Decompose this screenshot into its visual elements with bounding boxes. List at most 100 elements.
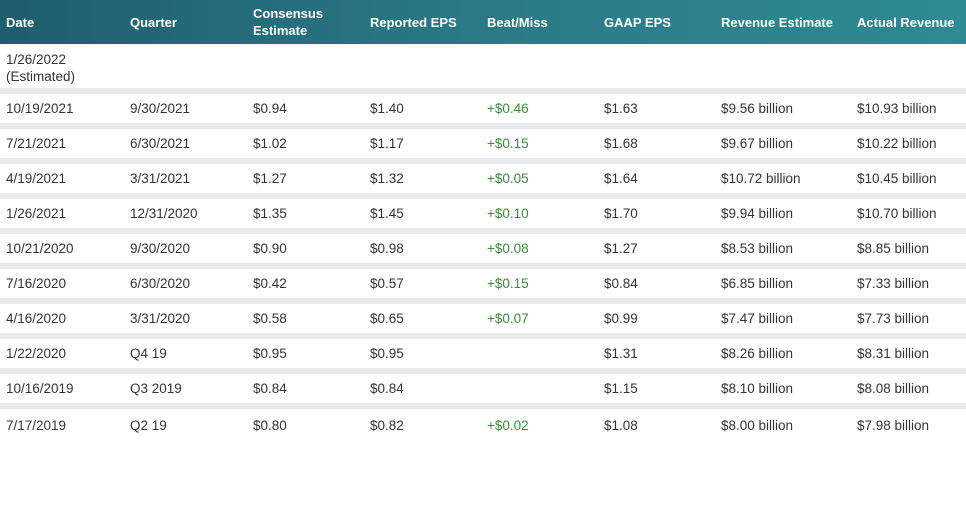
cell-consensus-estimate: $0.80 [253,418,287,433]
cell-revenue-estimate: $9.94 billion [721,206,794,221]
cell-date: 1/22/2020 [6,346,67,361]
cell-revenue-estimate: $8.10 billion [721,381,794,396]
cell-gaap-eps: $1.68 [604,136,638,151]
cell-gaap-eps: $1.64 [604,171,638,186]
empty-cell [364,44,481,91]
cell-consensus-estimate: $0.58 [253,311,287,326]
header-reported-eps[interactable]: Reported EPS [370,14,457,30]
header-actual-revenue[interactable]: Actual Revenue [857,14,955,30]
cell-quarter: 3/31/2021 [130,171,191,186]
cell-quarter: 9/30/2020 [130,241,191,256]
cell-actual-revenue: $10.22 billion [857,136,937,151]
cell-quarter: 12/31/2020 [130,206,198,221]
cell-beat-miss: +$0.46 [487,101,529,116]
estimated-note: (Estimated) [6,69,76,84]
cell-reported-eps: $0.65 [370,311,404,326]
cell-consensus-estimate: $0.84 [253,381,287,396]
cell-gaap-eps: $1.31 [604,346,638,361]
table-row: 10/21/2020 9/30/2020 $0.90 $0.98 +$0.08 $1.27… [0,231,966,266]
header-revenue-estimate[interactable]: Revenue Estimate [721,14,833,30]
estimated-date-cell: 1/26/2022 (Estimated) [0,44,124,91]
estimated-date: 1/26/2022 [6,52,67,67]
cell-date: 7/16/2020 [6,276,67,291]
cell-date: 10/19/2021 [6,101,74,116]
header-beat-miss[interactable]: Beat/Miss [487,14,548,30]
cell-date: 4/16/2020 [6,311,67,326]
empty-cell [124,44,247,91]
header-consensus-estimate[interactable]: Consensus Estimate [247,0,364,44]
table-row: 4/16/2020 3/31/2020 $0.58 $0.65 +$0.07 $0.99 $… [0,301,966,336]
cell-actual-revenue: $8.85 billion [857,241,930,256]
cell-date: 7/17/2019 [6,418,67,433]
cell-date: 7/21/2021 [6,136,67,151]
cell-quarter: 9/30/2021 [130,101,191,116]
cell-revenue-estimate: $6.85 billion [721,276,794,291]
table-row: 7/16/2020 6/30/2020 $0.42 $0.57 +$0.15 $0.84 $… [0,266,966,301]
cell-beat-miss: +$0.15 [487,276,529,291]
cell-beat-miss [481,371,598,406]
cell-date: 10/16/2019 [6,381,74,396]
cell-beat-miss: +$0.05 [487,171,529,186]
cell-actual-revenue: $10.45 billion [857,171,937,186]
cell-date: 4/19/2021 [6,171,67,186]
cell-revenue-estimate: $8.00 billion [721,418,794,433]
cell-consensus-estimate: $0.90 [253,241,287,256]
table-row: 4/19/2021 3/31/2021 $1.27 $1.32 +$0.05 $1.64 $… [0,161,966,196]
cell-reported-eps: $0.98 [370,241,404,256]
cell-reported-eps: $1.32 [370,171,404,186]
cell-consensus-estimate: $1.35 [253,206,287,221]
cell-consensus-estimate: $0.42 [253,276,287,291]
cell-gaap-eps: $1.08 [604,418,638,433]
table-row: 7/17/2019 Q2 19 $0.80 $0.82 +$0.02 $1.08 $8.00… [0,406,966,442]
cell-revenue-estimate: $9.67 billion [721,136,794,151]
cell-gaap-eps: $1.63 [604,101,638,116]
cell-gaap-eps: $0.99 [604,311,638,326]
cell-consensus-estimate: $1.27 [253,171,287,186]
empty-cell [598,44,715,91]
cell-revenue-estimate: $8.53 billion [721,241,794,256]
cell-quarter: Q2 19 [130,418,167,433]
earnings-history-table: Date Quarter Consensus Estimate Reported … [0,0,966,442]
cell-beat-miss [481,336,598,371]
header-consensus-line2: Estimate [253,23,308,38]
header-date[interactable]: Date [6,14,35,30]
cell-reported-eps: $0.95 [370,346,404,361]
empty-cell [715,44,851,91]
cell-actual-revenue: $10.70 billion [857,206,937,221]
cell-consensus-estimate: $0.95 [253,346,287,361]
cell-gaap-eps: $0.84 [604,276,638,291]
header-row: Date Quarter Consensus Estimate Reported … [0,0,966,44]
cell-quarter: 6/30/2020 [130,276,191,291]
cell-actual-revenue: $8.31 billion [857,346,930,361]
header-consensus-line1: Consensus [253,6,324,21]
cell-gaap-eps: $1.70 [604,206,638,221]
cell-beat-miss: +$0.10 [487,206,529,221]
table-row: 1/26/2021 12/31/2020 $1.35 $1.45 +$0.10 $1.70… [0,196,966,231]
header-quarter[interactable]: Quarter [130,14,177,30]
cell-reported-eps: $1.45 [370,206,404,221]
cell-revenue-estimate: $7.47 billion [721,311,794,326]
table-row: 7/21/2021 6/30/2021 $1.02 $1.17 +$0.15 $1.68 $… [0,126,966,161]
cell-gaap-eps: $1.15 [604,381,638,396]
cell-beat-miss: +$0.02 [487,418,529,433]
cell-reported-eps: $0.82 [370,418,404,433]
cell-revenue-estimate: $8.26 billion [721,346,794,361]
cell-consensus-estimate: $0.94 [253,101,287,116]
cell-actual-revenue: $7.73 billion [857,311,930,326]
cell-reported-eps: $1.40 [370,101,404,116]
cell-quarter: Q3 2019 [130,381,182,396]
cell-beat-miss: +$0.15 [487,136,529,151]
table-body: 1/26/2022 (Estimated) 10/19/2021 9/30/2021… [0,44,966,442]
empty-cell [481,44,598,91]
empty-cell [247,44,364,91]
cell-quarter: 3/31/2020 [130,311,191,326]
cell-quarter: Q4 19 [130,346,167,361]
cell-reported-eps: $1.17 [370,136,404,151]
cell-gaap-eps: $1.27 [604,241,638,256]
cell-beat-miss: +$0.08 [487,241,529,256]
cell-actual-revenue: $7.33 billion [857,276,930,291]
cell-revenue-estimate: $9.56 billion [721,101,794,116]
table-row: 1/22/2020 Q4 19 $0.95 $0.95 $1.31 $8.26 billi… [0,336,966,371]
cell-actual-revenue: $8.08 billion [857,381,930,396]
header-gaap-eps[interactable]: GAAP EPS [604,14,671,30]
